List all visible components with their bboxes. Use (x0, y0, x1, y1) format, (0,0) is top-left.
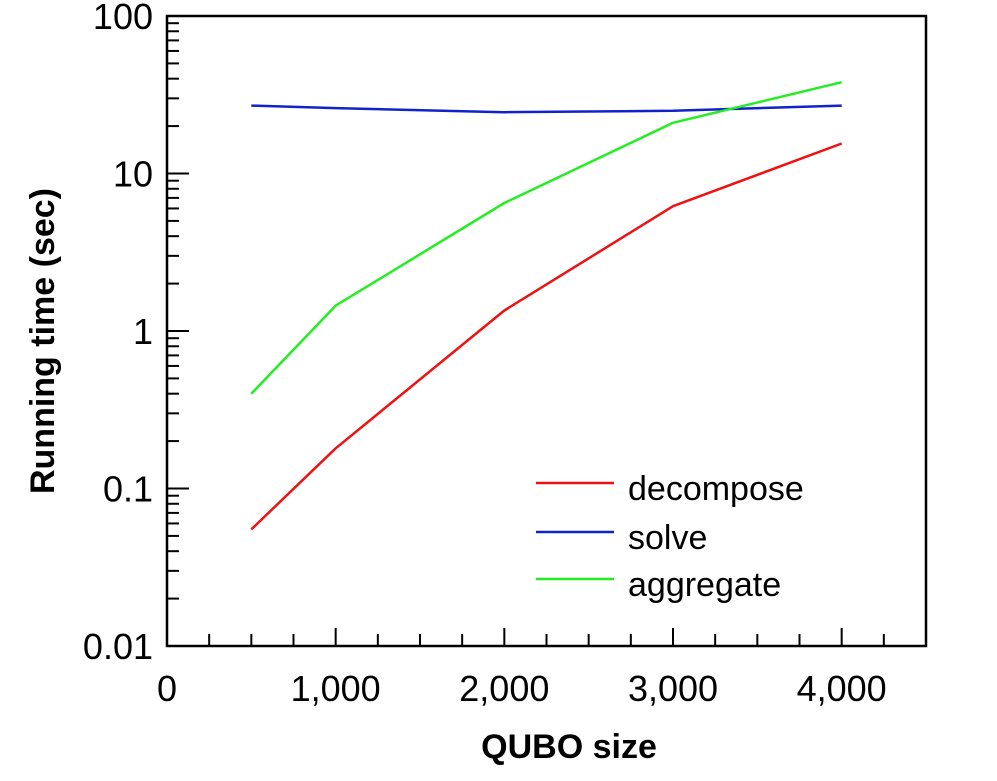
series-lines (250, 80, 843, 531)
y-axis-title: Running time (sec) (24, 188, 62, 494)
x-tick-label: 1,000 (291, 668, 381, 709)
x-tick-label: 4,000 (797, 668, 887, 709)
x-tick-label: 2,000 (459, 668, 549, 709)
y-tick-label: 0.1 (103, 469, 153, 510)
x-axis-title: QUBO size (481, 728, 657, 766)
series-line-aggregate (250, 80, 842, 395)
x-tick-label: 3,000 (628, 668, 718, 709)
plot-frame (165, 14, 928, 648)
axis-ticks (167, 15, 885, 647)
legend: decompose solve aggregate (536, 470, 804, 604)
x-tick-label: 0 (157, 668, 177, 709)
y-tick-label: 100 (93, 0, 153, 37)
y-tick-label: 10 (113, 154, 153, 195)
y-tick-label: 0.01 (83, 626, 153, 667)
legend-label-decompose: decompose (628, 470, 804, 508)
series-line-decompose (250, 142, 843, 531)
series-line-solve (251, 104, 842, 114)
legend-label-aggregate: aggregate (628, 566, 781, 604)
axis-tick-labels: 0 1,000 2,000 3,000 4,000 0.01 0.1 1 10 100 (83, 0, 887, 709)
y-tick-label: 1 (133, 311, 153, 352)
legend-label-solve: solve (628, 519, 707, 557)
